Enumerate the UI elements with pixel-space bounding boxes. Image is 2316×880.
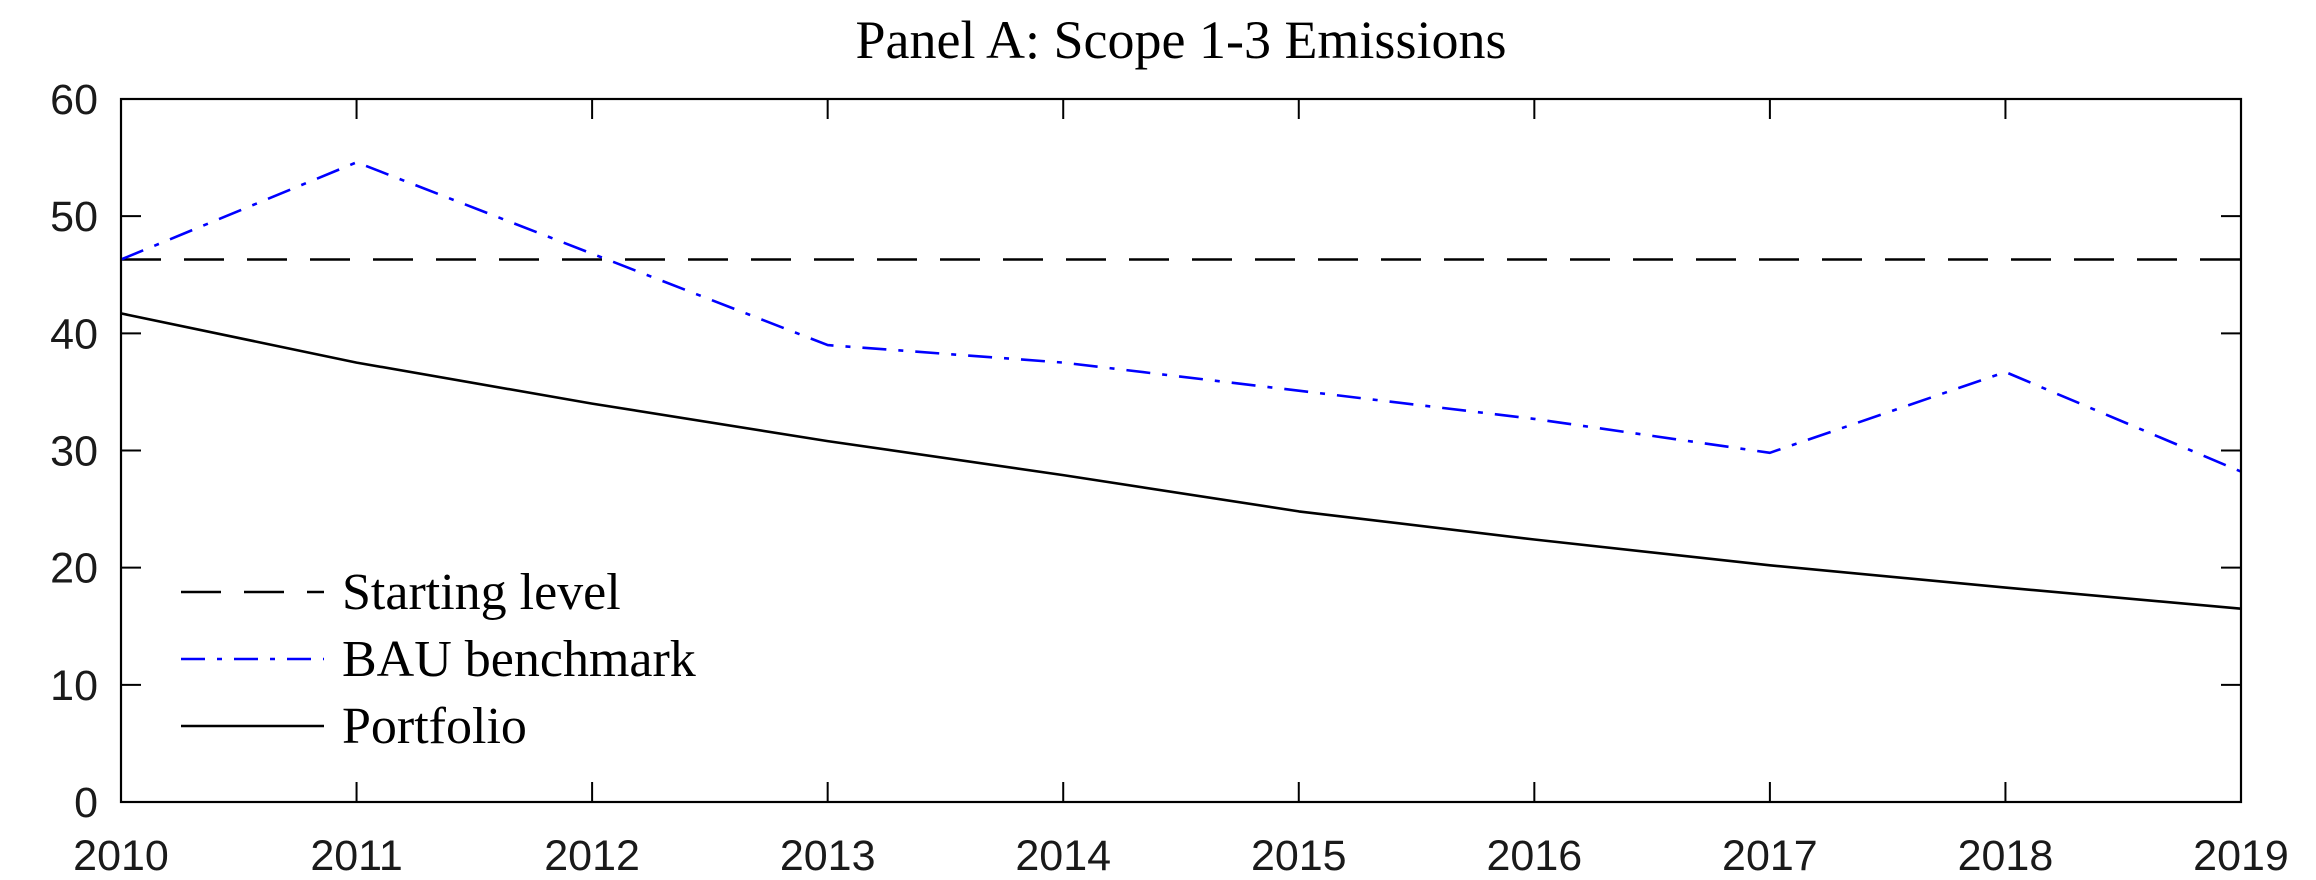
x-tick-label: 2018 [1958, 832, 2054, 880]
y-tick-label: 40 [50, 310, 98, 358]
y-tick-label: 30 [50, 428, 98, 476]
y-tick-label: 20 [50, 545, 98, 593]
x-tick-label: 2017 [1722, 832, 1818, 880]
series-line-1 [120, 161, 2242, 473]
chart-title: Panel A: Scope 1-3 Emissions [856, 10, 1507, 70]
x-tick-label: 2015 [1251, 832, 1347, 880]
x-tick-label: 2016 [1486, 832, 1582, 880]
legend-label-1: BAU benchmark [342, 631, 696, 688]
plot-area [120, 161, 2242, 610]
x-tick-label: 2011 [310, 832, 402, 880]
legend-label-2: Portfolio [342, 698, 527, 755]
legend-label-0: Starting level [342, 564, 621, 621]
axes: 2010 2011 2012 2013 2014 2015 2016 2017 2018 2019… [50, 76, 2289, 880]
y-tick-label: 0 [74, 779, 98, 827]
y-tick-label: 50 [50, 193, 98, 241]
x-tick-label: 2010 [73, 832, 169, 880]
x-tick-label: 2013 [780, 832, 876, 880]
legend: Starting level BAU benchmark Portfolio [181, 564, 696, 755]
plot-frame [119, 97, 2243, 804]
x-tick-label: 2014 [1015, 832, 1111, 880]
y-tick-label: 60 [50, 76, 98, 124]
series-line-2 [120, 312, 2242, 610]
y-tick-label: 10 [50, 662, 98, 710]
x-tick-label: 2019 [2193, 832, 2289, 880]
x-tick-label: 2012 [544, 832, 640, 880]
